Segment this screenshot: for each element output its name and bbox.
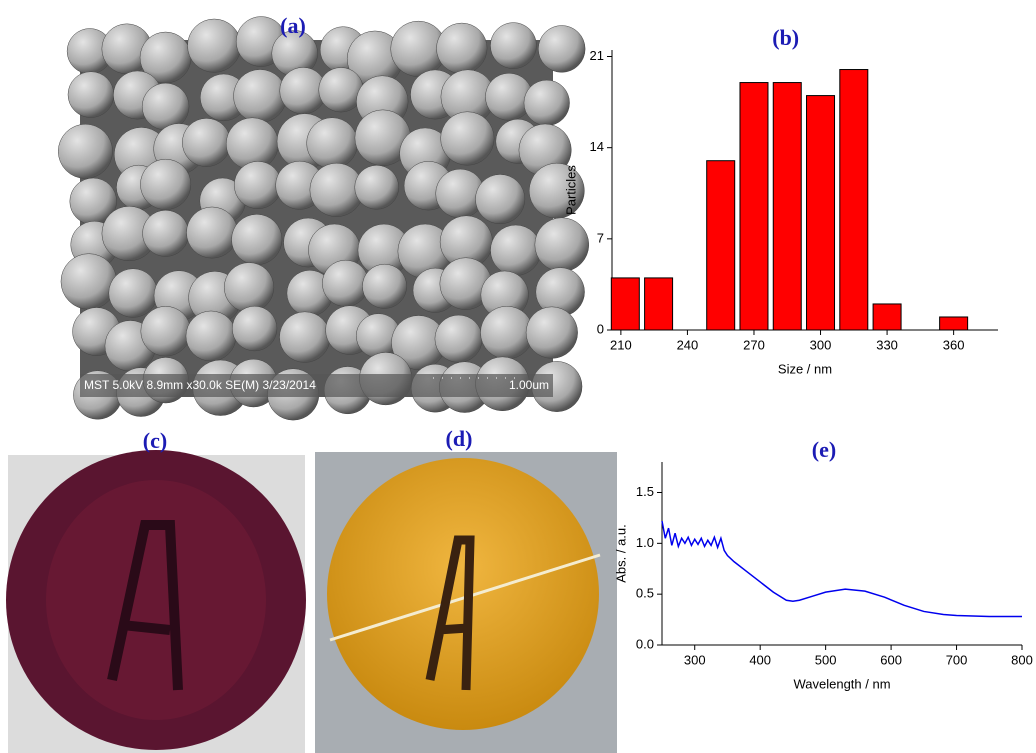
x-tick-label: 360 — [943, 337, 965, 352]
y-axis-label: Abs. / a.u. — [613, 524, 628, 583]
y-tick-label: 0.0 — [636, 636, 654, 651]
x-tick-label: 500 — [815, 652, 837, 667]
sem-particle — [234, 161, 281, 208]
bar — [740, 83, 768, 330]
y-tick-label: 14 — [590, 139, 604, 154]
panel-label: (c) — [143, 428, 167, 453]
sem-particle — [490, 225, 541, 276]
sem-particle — [362, 264, 406, 308]
x-tick-label: 700 — [946, 652, 968, 667]
sem-particle — [355, 165, 399, 209]
x-tick-label: 240 — [677, 337, 699, 352]
panel-label: (d) — [446, 426, 473, 451]
figure: MST 5.0kV 8.9mm x30.0k SE(M) 3/23/2014 1… — [0, 0, 1036, 753]
x-tick-label: 300 — [684, 652, 706, 667]
chart-title: (b) — [772, 25, 799, 50]
sem-particle — [186, 207, 237, 258]
x-axis-label: Wavelength / nm — [793, 676, 890, 691]
bar — [873, 304, 901, 330]
y-tick-label: 1.0 — [636, 535, 654, 550]
sem-particle — [186, 311, 236, 361]
x-tick-label: 330 — [876, 337, 898, 352]
sem-particle — [475, 174, 524, 223]
sem-particle — [234, 69, 287, 122]
sem-particle — [538, 26, 585, 73]
photo-d — [315, 452, 617, 753]
sem-particle — [232, 306, 277, 351]
y-tick-label: 7 — [597, 230, 604, 245]
sem-particle — [143, 210, 189, 256]
bar — [611, 278, 639, 330]
bar — [840, 70, 868, 330]
sem-particle — [61, 254, 117, 310]
sem-particle — [307, 118, 358, 169]
y-tick-label: 21 — [590, 48, 604, 63]
sem-particle — [526, 307, 578, 359]
x-tick-label: 600 — [880, 652, 902, 667]
sem-particle — [280, 312, 331, 363]
x-axis-label: Size / nm — [778, 361, 832, 376]
bar — [645, 278, 673, 330]
panel-label: (a) — [280, 13, 306, 38]
sem-particle — [224, 263, 274, 313]
sem-particle — [481, 306, 534, 359]
sem-particle — [141, 306, 191, 356]
bar — [707, 161, 735, 330]
sem-particle — [524, 80, 570, 126]
sem-particle — [188, 19, 241, 72]
x-tick-label: 300 — [810, 337, 832, 352]
sem-particle — [182, 118, 230, 166]
sem-particle — [322, 260, 368, 306]
sem-particle — [109, 269, 158, 318]
chart-title: (e) — [812, 437, 836, 462]
sem-image — [58, 17, 589, 421]
sem-particle — [58, 124, 112, 178]
sem-particle — [490, 23, 536, 69]
bar — [773, 83, 801, 330]
y-tick-label: 0 — [597, 321, 604, 336]
x-tick-label: 210 — [610, 337, 632, 352]
sem-scale-label: 1.00um — [509, 378, 549, 392]
sem-particle — [435, 315, 482, 362]
sem-particle — [441, 112, 495, 166]
bar — [940, 317, 968, 330]
bar — [807, 96, 835, 330]
sem-particle — [535, 218, 589, 272]
sem-particle — [232, 214, 282, 264]
film-shade — [46, 480, 266, 720]
sem-caption: MST 5.0kV 8.9mm x30.0k SE(M) 3/23/2014 — [84, 378, 316, 392]
sem-particle — [140, 159, 190, 209]
x-tick-label: 270 — [743, 337, 765, 352]
sem-particle — [68, 72, 114, 118]
y-axis-label: Particles — [563, 165, 578, 215]
sem-particle — [142, 83, 189, 130]
x-tick-label: 400 — [749, 652, 771, 667]
x-tick-label: 800 — [1011, 652, 1033, 667]
y-tick-label: 1.5 — [636, 484, 654, 499]
line — [662, 521, 1022, 617]
photo-c — [6, 450, 306, 753]
sem-particle — [436, 23, 487, 74]
y-tick-label: 0.5 — [636, 586, 654, 601]
